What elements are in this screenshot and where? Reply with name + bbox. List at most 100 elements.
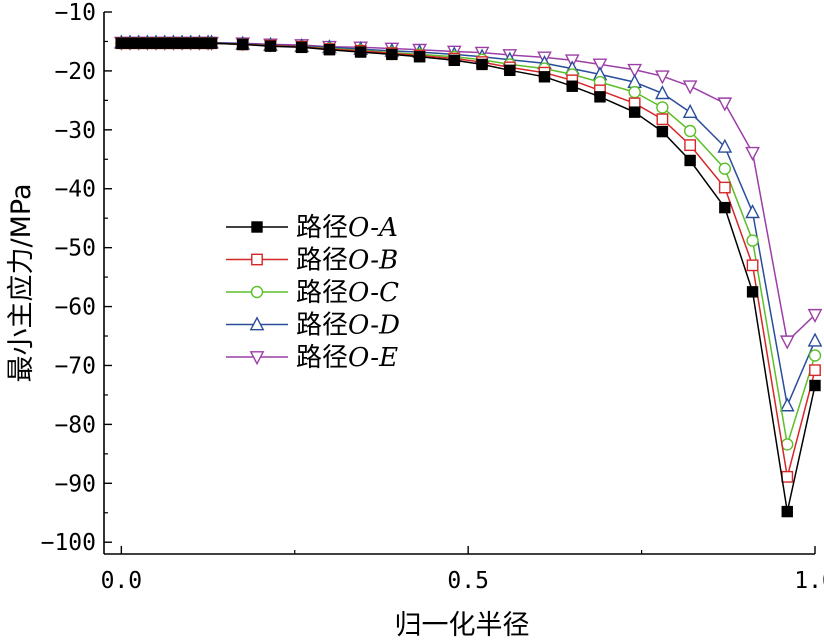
data-point: [538, 71, 551, 83]
data-point: [205, 37, 218, 49]
data-point: [719, 201, 731, 214]
data-point: [251, 221, 263, 233]
data-point: [781, 470, 794, 483]
legend-label-suffix: O-A: [348, 213, 398, 243]
data-point: [592, 58, 608, 73]
data-point: [594, 91, 606, 103]
data-point: [745, 204, 760, 219]
x-tick-label: 0.0: [101, 568, 143, 594]
legend-item: 路径O-A: [226, 213, 398, 243]
legend-label: 路径O-B: [296, 246, 398, 276]
legend-label-suffix: O-B: [348, 246, 398, 276]
data-point: [323, 44, 336, 56]
data-point: [781, 438, 794, 451]
data-point: [684, 139, 697, 152]
legend-label: 路径O-A: [296, 213, 398, 243]
data-point: [746, 286, 759, 298]
data-point: [718, 181, 731, 194]
data-point: [628, 106, 641, 118]
data-point: [745, 146, 760, 162]
y-tick-label: −60: [54, 295, 96, 321]
plot-frame: [103, 12, 815, 555]
series-line: [121, 42, 816, 445]
legend-label-suffix: O-D: [348, 311, 400, 341]
data-point: [809, 364, 821, 377]
data-point: [476, 58, 488, 71]
data-point: [809, 379, 821, 392]
data-point: [807, 332, 823, 347]
series-line: [121, 41, 816, 343]
legend-label: 路径O-D: [296, 311, 400, 341]
series-o-e: [113, 36, 823, 350]
y-tick-label: −70: [54, 353, 96, 379]
data-point: [354, 46, 367, 58]
data-point: [249, 351, 265, 366]
legend-label-suffix: O-E: [348, 343, 398, 373]
data-point: [717, 138, 733, 153]
data-point: [251, 253, 263, 266]
legend-label-prefix: 路径: [296, 311, 348, 341]
data-point: [566, 80, 578, 92]
legend-item: 路径O-E: [226, 343, 398, 373]
series-line: [121, 42, 816, 512]
data-point: [779, 335, 795, 350]
y-axis-title: 最小主应力/MPa: [6, 183, 37, 382]
y-tick-label: −30: [54, 118, 96, 144]
data-point: [746, 259, 759, 272]
data-point: [683, 124, 697, 138]
data-point: [237, 38, 249, 51]
legend-label-prefix: 路径: [296, 246, 348, 276]
legend-label-suffix: O-C: [348, 278, 399, 308]
data-point: [779, 397, 795, 412]
data-point: [718, 162, 732, 175]
data-point: [386, 48, 398, 61]
series-o-b: [115, 37, 821, 483]
data-point: [264, 40, 277, 52]
data-point: [808, 349, 822, 362]
data-point: [250, 285, 264, 299]
series-o-d: [113, 34, 823, 412]
data-point: [656, 113, 669, 126]
data-point: [249, 316, 265, 331]
legend-label-prefix: 路径: [296, 343, 348, 373]
series-o-a: [115, 37, 821, 518]
y-tick-label: −100: [41, 530, 96, 556]
series-layer: [113, 34, 823, 518]
legend-label: 路径O-C: [296, 278, 399, 308]
y-tick-label: −50: [54, 236, 96, 262]
x-tick-label: 1.0: [794, 568, 824, 594]
series-o-c: [115, 37, 822, 451]
y-tick-label: −20: [54, 59, 96, 85]
y-tick-label: −40: [54, 177, 96, 203]
data-point: [655, 70, 670, 85]
data-point: [717, 97, 733, 112]
data-point: [295, 41, 308, 54]
data-point: [684, 154, 696, 167]
legend-label-prefix: 路径: [296, 213, 348, 243]
legend-label-prefix: 路径: [296, 278, 348, 308]
data-point: [682, 103, 698, 119]
data-point: [628, 85, 641, 99]
legend-label: 路径O-E: [296, 343, 398, 373]
data-point: [504, 64, 516, 77]
data-point: [807, 308, 823, 324]
data-point: [448, 54, 460, 67]
data-point: [781, 505, 793, 518]
data-point: [656, 125, 669, 138]
legend-item: 路径O-D: [226, 311, 400, 341]
y-tick-label: −10: [54, 0, 96, 26]
data-point: [682, 80, 698, 95]
legend-item: 路径O-C: [226, 278, 399, 308]
data-point: [413, 51, 426, 63]
legend-item: 路径O-B: [226, 246, 398, 276]
y-tick-label: −90: [54, 471, 96, 497]
series-line: [121, 42, 816, 477]
y-tick-label: −80: [54, 412, 96, 438]
x-axis-title: 归一化半径: [395, 610, 530, 641]
x-tick-label: 0.5: [447, 568, 489, 594]
data-point: [746, 234, 759, 247]
data-point: [627, 63, 643, 78]
